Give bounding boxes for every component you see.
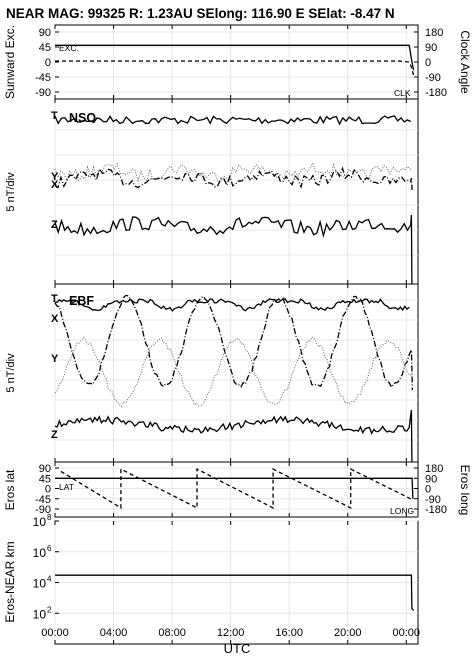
- grid-lines: [54, 25, 418, 644]
- ytick-label-eros-long: 0: [425, 484, 431, 496]
- label-nso-t: T: [51, 110, 58, 122]
- ytick-label-sunward: 45: [39, 42, 51, 54]
- ylabel-sunward: Sunward Exc.: [3, 25, 17, 99]
- series-ebf-x: [54, 294, 414, 391]
- series-nso-t: [54, 115, 411, 126]
- series-long: [60, 468, 413, 510]
- ylabel-eros-near: Eros-NEAR km: [3, 541, 17, 622]
- xtick-label: 16:00: [275, 627, 303, 639]
- ytick-label-eros-long: 180: [425, 463, 443, 475]
- ytick-label-distance: 10: [33, 546, 47, 560]
- ytick-label-distance: 10: [33, 607, 47, 621]
- panel-nso-frame: [54, 98, 419, 285]
- ytick-label-clock: -90: [425, 72, 441, 84]
- ylabel-clock-angle: Clock Angle: [458, 30, 472, 94]
- xtick-label: 00:00: [393, 627, 421, 639]
- ytick-label-distance: 10: [33, 515, 47, 529]
- series-lat: [55, 477, 414, 499]
- label-ebf-z: Z: [51, 429, 58, 441]
- ylabel-eros-lat: Eros lat: [3, 469, 17, 510]
- xlabel-utc: UTC: [224, 641, 251, 656]
- ytick-label-eros-lat: -45: [35, 494, 51, 506]
- ytick-label-clock: 90: [425, 42, 437, 54]
- ytick-label-eros-lat: -90: [35, 504, 51, 516]
- ytick-label-eros-lat: 90: [39, 463, 51, 475]
- series-nso-y: [54, 162, 412, 183]
- label-ebf-x: X: [51, 313, 59, 325]
- series-exc: [55, 44, 415, 71]
- ytick-exponent: 2: [47, 605, 52, 614]
- ytick-exponent: 8: [47, 513, 52, 522]
- series-nso-x: [54, 166, 413, 191]
- series-ebf-t: [54, 298, 410, 312]
- ylabel-eros-long: Eros long: [458, 465, 472, 516]
- ytick-label-clock: 0: [425, 57, 431, 69]
- label-long: LONG: [390, 506, 414, 516]
- ytick-label-eros-long: -90: [425, 494, 441, 506]
- label-nso: NSO: [69, 111, 96, 125]
- label-nso-y: Y: [51, 171, 59, 183]
- ytick-label-clock: 180: [425, 27, 443, 39]
- ytick-label-sunward: 90: [39, 27, 51, 39]
- ytick-label-distance: 10: [33, 577, 47, 591]
- ytick-label-eros-lat: 0: [45, 484, 51, 496]
- ytick-label-eros-long: 90: [425, 473, 437, 485]
- ytick-label-sunward: -45: [35, 72, 51, 84]
- series-layer: [54, 44, 415, 611]
- label-clk: CLK: [394, 88, 411, 98]
- ylabel-nso: 5 nT/div: [5, 172, 17, 212]
- ytick-label-sunward: 0: [45, 57, 51, 69]
- label-exc: EXC.: [59, 43, 79, 53]
- label-ebf: EBF: [69, 294, 94, 308]
- ytick-exponent: 6: [47, 544, 52, 553]
- series-ebf-z: [54, 409, 413, 463]
- ytick-exponent: 4: [47, 575, 52, 584]
- label-ebf-t: T: [51, 293, 58, 305]
- xtick-label: 08:00: [158, 627, 186, 639]
- label-nso-z: Z: [51, 219, 58, 231]
- series-ebf-y: [54, 336, 412, 408]
- ytick-label-eros-long: -180: [425, 504, 447, 516]
- chart-title: NEAR MAG: 99325 R: 1.23AU SElong: 116.90…: [6, 6, 395, 21]
- series-nso-z: [54, 214, 413, 285]
- ytick-label-eros-lat: 45: [39, 473, 51, 485]
- ytick-label-sunward: -90: [35, 87, 51, 99]
- label-nso-x: X: [51, 179, 59, 191]
- series-clk: [55, 60, 415, 76]
- xtick-label: 20:00: [334, 627, 362, 639]
- xtick-label: 04:00: [100, 627, 128, 639]
- xtick-label: 00:00: [41, 627, 69, 639]
- xtick-label: 12:00: [217, 627, 245, 639]
- panel-ebf-frame: [54, 283, 419, 463]
- label-ebf-y: Y: [51, 353, 59, 365]
- ylabel-ebf: 5 nT/div: [5, 353, 17, 393]
- label-lat: LAT: [59, 482, 74, 492]
- series-distance: [55, 574, 415, 611]
- ytick-label-clock: -180: [425, 87, 447, 99]
